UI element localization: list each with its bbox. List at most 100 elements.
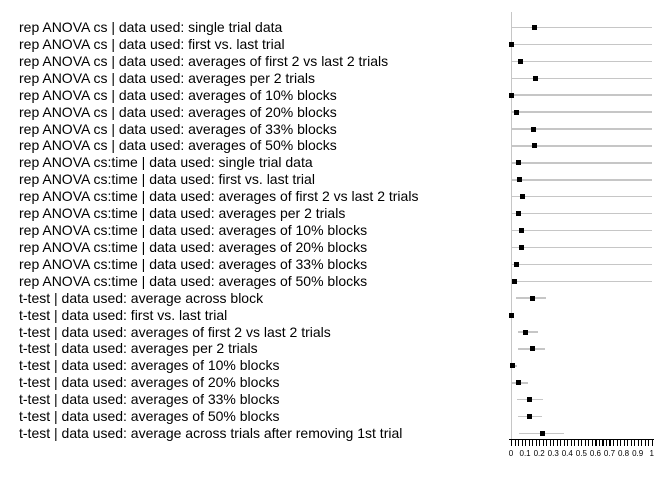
x-axis-tick-label: 0.1	[519, 449, 531, 458]
x-axis-tick	[563, 439, 565, 446]
error-bar	[511, 60, 652, 63]
error-bar	[511, 280, 652, 283]
row-label: t-test | data used: first vs. last trial	[19, 306, 228, 323]
row-label: rep ANOVA cs:time | data used: averages …	[19, 205, 346, 222]
point-marker	[532, 25, 538, 30]
x-axis-tick	[577, 439, 579, 446]
point-marker	[531, 126, 536, 132]
row-label: rep ANOVA cs:time | data used: averages …	[19, 255, 368, 272]
x-axis-tick	[567, 439, 569, 446]
error-bar	[511, 229, 652, 232]
x-axis-tick-label: 0.4	[561, 449, 573, 458]
x-axis-tick-label: 0.9	[632, 449, 644, 458]
x-axis-tick	[634, 439, 636, 446]
row-label: t-test | data used: averages of 10% bloc…	[19, 357, 280, 374]
x-axis-tick	[549, 439, 551, 446]
row-label: rep ANOVA cs:time | data used: averages …	[19, 188, 419, 205]
row-label: t-test | data used: averages of first 2 …	[19, 323, 331, 340]
row-label: rep ANOVA cs:time | data used: averages …	[19, 238, 368, 255]
point-marker	[518, 228, 524, 234]
point-marker	[522, 329, 528, 335]
row-label: t-test | data used: average across trial…	[19, 425, 403, 442]
error-bar	[511, 26, 652, 29]
x-axis-tick	[542, 439, 544, 446]
point-marker	[529, 295, 535, 301]
x-axis-tick	[648, 439, 650, 446]
x-axis-tick	[630, 439, 632, 446]
point-marker	[508, 41, 514, 47]
row-label: rep ANOVA cs:time | data used: single tr…	[19, 154, 313, 171]
x-axis-tick	[570, 439, 572, 446]
x-axis-tick	[560, 439, 562, 446]
x-axis-tick	[556, 439, 558, 446]
x-axis-tick	[651, 439, 653, 446]
x-axis-tick	[514, 439, 516, 446]
point-marker	[527, 414, 533, 420]
x-axis-tick	[591, 439, 593, 446]
point-marker	[511, 278, 517, 284]
x-axis-tick-label: 0.3	[547, 449, 559, 458]
point-marker	[520, 194, 526, 200]
row-label: rep ANOVA cs:time | data used: averages …	[19, 222, 368, 239]
point-marker	[515, 211, 521, 217]
point-marker	[515, 380, 521, 386]
error-bar	[511, 128, 652, 130]
point-marker	[519, 244, 525, 250]
x-axis-tick	[609, 439, 611, 446]
error-bar	[511, 111, 652, 113]
x-axis-tick	[637, 439, 639, 446]
point-marker	[518, 58, 524, 64]
point-marker	[508, 312, 514, 318]
x-axis-tick	[546, 439, 548, 446]
x-axis-tick	[620, 439, 622, 446]
error-bar	[511, 145, 652, 147]
point-marker	[514, 109, 520, 115]
x-axis-tick	[525, 439, 527, 446]
x-axis-tick	[535, 439, 537, 446]
row-label: rep ANOVA cs | data used: first vs. last…	[19, 35, 285, 52]
row-label: rep ANOVA cs | data used: averages of fi…	[19, 52, 389, 69]
x-axis-tick	[584, 439, 586, 446]
x-axis-tick	[641, 439, 643, 446]
x-axis-tick-label: 0	[508, 449, 514, 458]
row-label: t-test | data used: averages of 20% bloc…	[19, 374, 280, 391]
point-marker	[514, 261, 520, 267]
row-label: rep ANOVA cs | data used: single trial d…	[19, 19, 283, 35]
point-marker	[516, 160, 522, 166]
point-marker	[540, 431, 546, 437]
x-axis-tick	[518, 439, 520, 446]
x-axis-tick-label: 0.2	[533, 449, 545, 458]
x-axis-tick	[521, 439, 523, 446]
error-bar	[511, 162, 652, 164]
point-marker	[516, 177, 522, 183]
x-axis-tick	[627, 439, 629, 446]
x-axis-tick	[595, 439, 597, 446]
error-bar	[511, 179, 652, 181]
x-axis-tick	[588, 439, 590, 446]
x-axis-tick	[616, 439, 618, 446]
error-bar	[511, 43, 652, 46]
x-axis-tick	[539, 439, 541, 446]
error-bar	[511, 77, 652, 79]
x-axis-tick	[581, 439, 583, 446]
x-axis-tick	[602, 439, 604, 446]
row-label: t-test | data used: average across block	[19, 289, 264, 306]
x-axis-tick-label: 0.6	[589, 449, 601, 458]
x-axis-tick-label: 0.8	[617, 449, 630, 458]
error-bar	[518, 331, 538, 333]
x-axis-tick	[528, 439, 530, 446]
error-bar	[511, 94, 652, 96]
x-axis-tick	[532, 439, 534, 446]
x-axis-tick-label: 0.5	[575, 449, 587, 458]
x-axis-tick-label: 1	[649, 449, 654, 458]
point-marker	[527, 397, 533, 403]
x-axis-line	[509, 438, 654, 440]
row-label: t-test | data used: averages per 2 trial…	[19, 340, 258, 357]
point-marker	[509, 363, 515, 369]
row-label: t-test | data used: averages of 50% bloc…	[19, 408, 280, 425]
x-axis-tick	[623, 439, 625, 446]
error-bar	[511, 263, 652, 266]
point-marker	[532, 75, 538, 81]
row-label: t-test | data used: averages of 33% bloc…	[19, 391, 280, 408]
